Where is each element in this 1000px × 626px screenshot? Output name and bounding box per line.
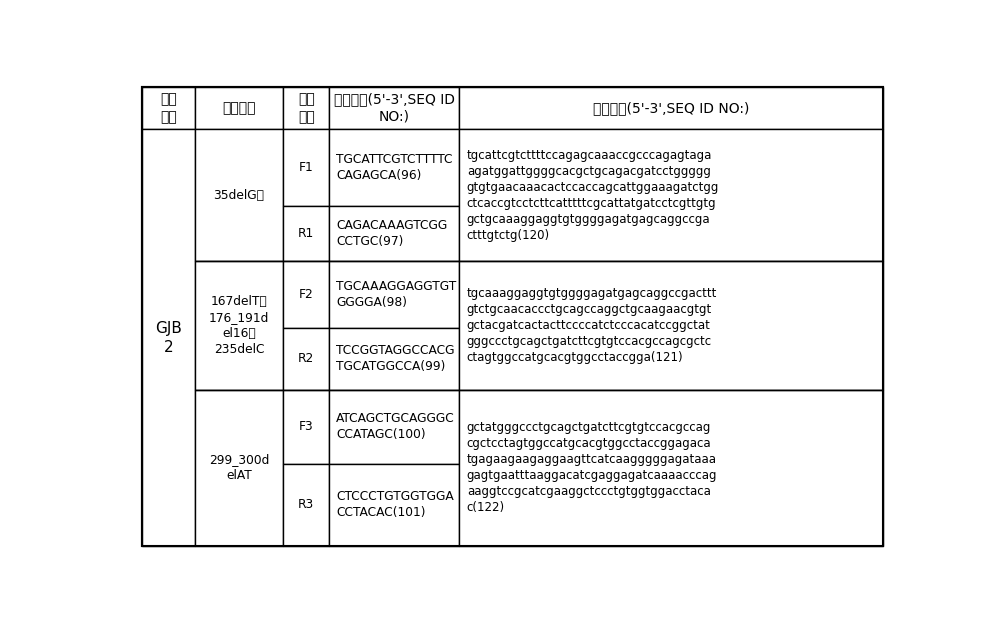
- Text: tgcattcgtcttttccagagcaaaccgcccagagtaga
agatggattggggcacgctgcagacgatcctggggg
gtgt: tgcattcgtcttttccagagcaaaccgcccagagtaga a…: [467, 148, 719, 242]
- Bar: [195, 261, 283, 390]
- Bar: [142, 130, 195, 546]
- Bar: [283, 328, 329, 390]
- Text: GJB
2: GJB 2: [155, 321, 182, 354]
- Text: 167delT、
176_191d
el16、
235delC: 167delT、 176_191d el16、 235delC: [209, 295, 269, 356]
- Text: CTCCCTGTGGTGGA
CCTACAC(101): CTCCCTGTGGTGGA CCTACAC(101): [336, 490, 454, 520]
- Bar: [329, 130, 459, 206]
- Bar: [195, 130, 283, 261]
- Text: 扩增序列(5'-3',SEQ ID NO:): 扩增序列(5'-3',SEQ ID NO:): [593, 101, 749, 115]
- Text: 位点名称: 位点名称: [222, 101, 256, 115]
- Text: TGCATTCGTCTTTTC
CAGAGCA(96): TGCATTCGTCTTTTC CAGAGCA(96): [336, 153, 452, 182]
- Bar: [283, 390, 329, 463]
- Bar: [283, 206, 329, 261]
- Text: TCCGGTAGGCCACG
TGCATGGCCA(99): TCCGGTAGGCCACG TGCATGGCCA(99): [336, 344, 454, 373]
- Bar: [329, 390, 459, 463]
- Bar: [459, 261, 883, 390]
- Bar: [142, 87, 195, 130]
- Bar: [195, 87, 283, 130]
- Bar: [283, 130, 329, 206]
- Text: CAGACAAAGTCGG
CCTGC(97): CAGACAAAGTCGG CCTGC(97): [336, 219, 447, 248]
- Text: 基因
名称: 基因 名称: [160, 93, 177, 124]
- Bar: [459, 390, 883, 546]
- Bar: [283, 261, 329, 328]
- Text: 引物
编号: 引物 编号: [298, 93, 315, 124]
- Bar: [329, 206, 459, 261]
- Text: tgcaaaggaggtgtggggagatgagcaggccgacttt
gtctgcaacaccctgcagccaggctgcaagaacgtgt
gcta: tgcaaaggaggtgtggggagatgagcaggccgacttt gt…: [467, 287, 717, 364]
- Text: F1: F1: [299, 161, 314, 174]
- Text: R1: R1: [298, 227, 314, 240]
- Text: F3: F3: [299, 420, 314, 433]
- Bar: [329, 87, 459, 130]
- Text: 35delG、: 35delG、: [214, 188, 265, 202]
- Text: R3: R3: [298, 498, 314, 511]
- Bar: [329, 463, 459, 546]
- Bar: [459, 130, 883, 261]
- Bar: [283, 87, 329, 130]
- Bar: [329, 261, 459, 328]
- Text: gctatgggccctgcagctgatcttcgtgtccacgccag
cgctcctagtggccatgcacgtggcctaccggagaca
tga: gctatgggccctgcagctgatcttcgtgtccacgccag c…: [467, 421, 717, 515]
- Text: 299_300d
elAT: 299_300d elAT: [209, 453, 269, 483]
- Text: TGCAAAGGAGGTGT
GGGGA(98): TGCAAAGGAGGTGT GGGGA(98): [336, 280, 456, 309]
- Bar: [459, 87, 883, 130]
- Text: 引物序列(5'-3',SEQ ID
NO:): 引物序列(5'-3',SEQ ID NO:): [334, 93, 455, 124]
- Text: F2: F2: [299, 288, 314, 301]
- Text: R2: R2: [298, 352, 314, 366]
- Bar: [195, 390, 283, 546]
- Bar: [283, 463, 329, 546]
- Bar: [329, 328, 459, 390]
- Text: ATCAGCTGCAGGGC
CCATAGC(100): ATCAGCTGCAGGGC CCATAGC(100): [336, 412, 455, 441]
